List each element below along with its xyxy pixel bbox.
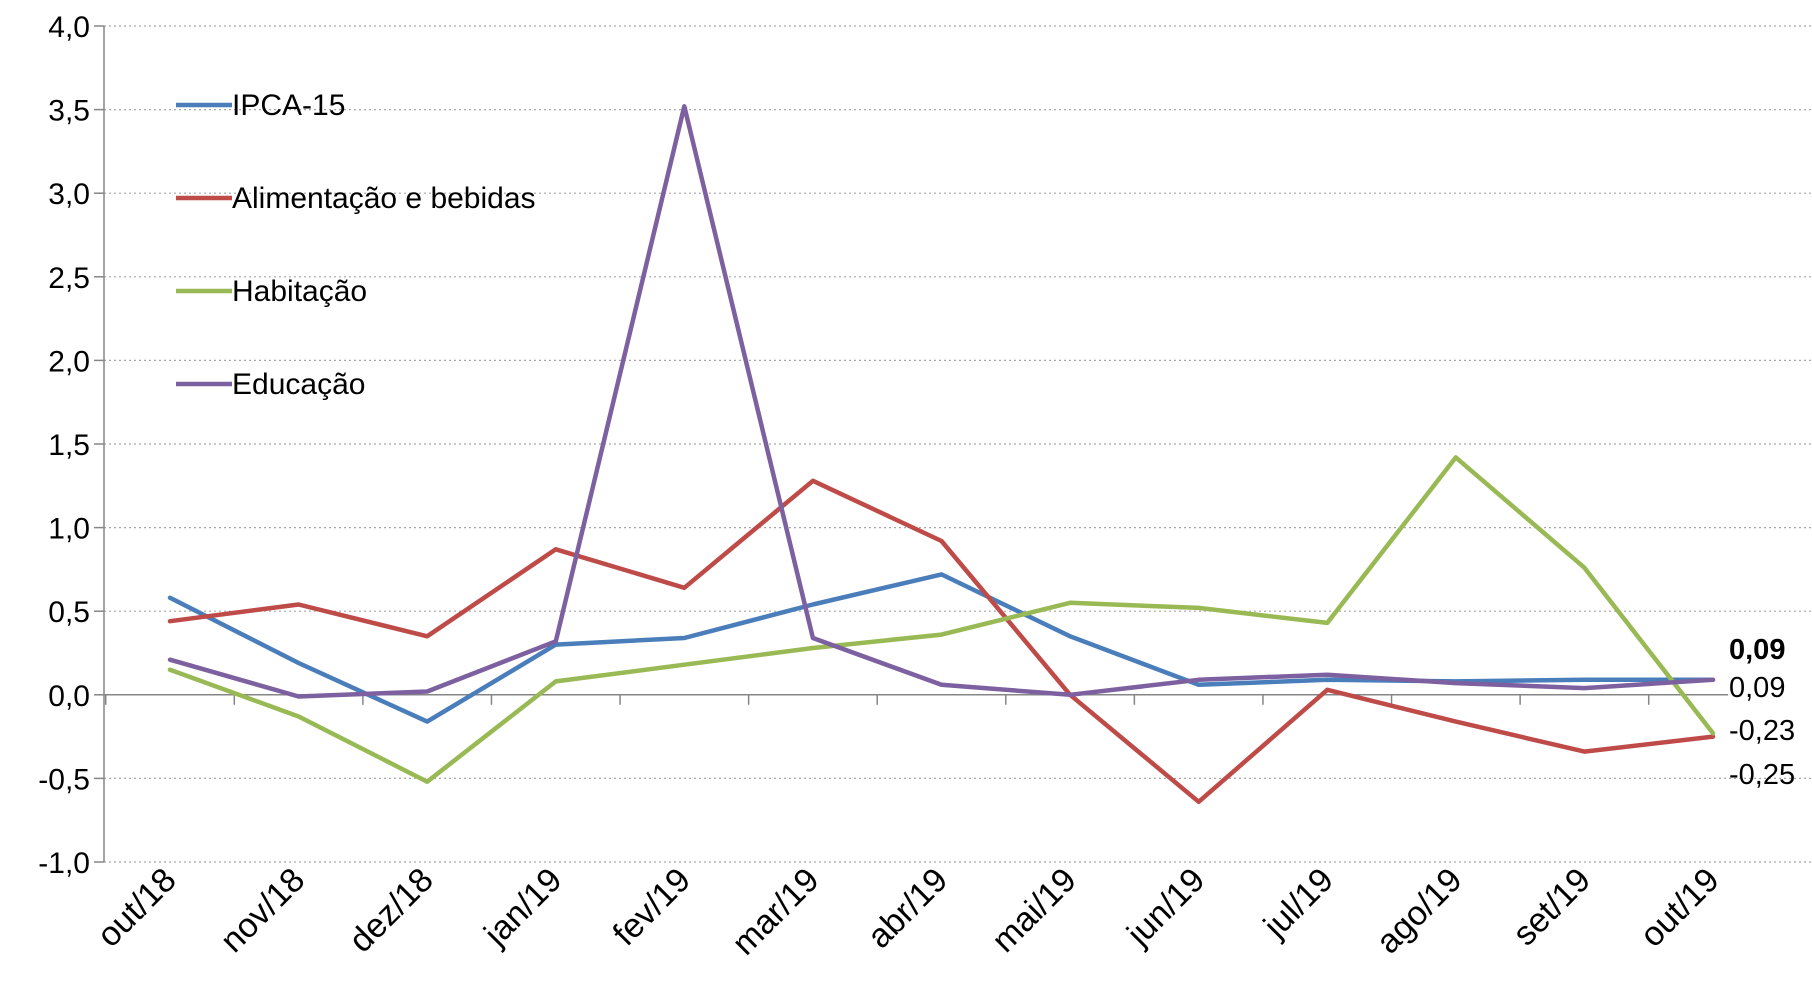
- y-tick-label: 0,0: [48, 680, 90, 713]
- y-tick-label: 2,0: [48, 345, 90, 378]
- series-line-educacao: [167, 104, 1716, 699]
- series-line-habitacao: [167, 455, 1716, 784]
- x-tick-label: set/19: [1506, 861, 1598, 953]
- y-tick-label: -0,5: [38, 763, 90, 796]
- end-value-label: 0,09: [1729, 634, 1785, 666]
- axes: -1,0 -0,5 0,0 0,5 1,0 1,5 2,0 2,5 3,0 3,5 4,0 out/1…: [38, 11, 1728, 962]
- legend-label: Habitação: [232, 275, 367, 308]
- y-tick-label: -1,0: [38, 847, 90, 880]
- legend: IPCA-15 Alimentação e bebidas Habitação Edu…: [176, 89, 536, 401]
- x-tick-label: ago/19: [1369, 861, 1469, 961]
- end-value-label: -0,23: [1729, 715, 1795, 747]
- x-tick-label: jul/19: [1256, 861, 1341, 946]
- series-lines: [167, 104, 1716, 805]
- x-tick-label: out/19: [1633, 861, 1727, 955]
- x-tick-label: nov/18: [213, 861, 312, 960]
- end-value-label: 0,09: [1729, 672, 1785, 704]
- legend-label: IPCA-15: [232, 89, 345, 122]
- x-tick-label: mar/19: [725, 861, 827, 963]
- y-tick-label: 1,0: [48, 513, 90, 546]
- x-tick-label: mai/19: [985, 861, 1084, 960]
- gridlines: [104, 25, 1812, 863]
- y-tick-label: 2,5: [48, 262, 90, 295]
- y-tick-label: 3,5: [48, 95, 90, 128]
- legend-label: Educação: [232, 368, 365, 401]
- x-tick-label: out/18: [90, 861, 184, 955]
- legend-label: Alimentação e bebidas: [232, 182, 536, 215]
- x-tick-label: dez/18: [342, 861, 441, 960]
- x-tick-label: jan/19: [476, 861, 569, 954]
- x-tick-label: fev/19: [606, 861, 698, 953]
- y-tick-label: 0,5: [48, 596, 90, 629]
- series-line-ipca-15: [167, 572, 1716, 724]
- end-value-label: -0,25: [1729, 759, 1795, 791]
- y-tick-label: 1,5: [48, 429, 90, 462]
- end-labels: 0,09 0,09 -0,23 -0,25: [1729, 634, 1795, 791]
- y-tick-label: 4,0: [48, 11, 90, 44]
- x-tick-label: jun/19: [1119, 861, 1212, 954]
- x-tick-label: abr/19: [860, 861, 955, 956]
- series-line-alimentacao-e-bebidas: [167, 478, 1716, 805]
- y-tick-label: 3,0: [48, 178, 90, 211]
